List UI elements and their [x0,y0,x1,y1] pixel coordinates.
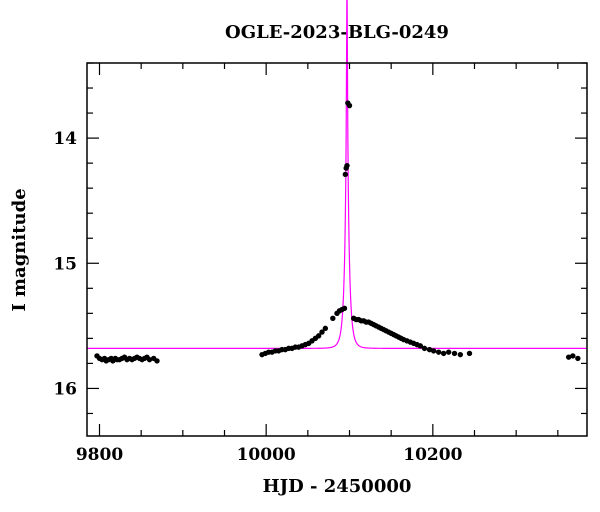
x-tick-label: 10200 [403,445,462,465]
data-point [146,356,153,363]
data-point [565,354,572,360]
y-tick-label: 16 [53,379,77,399]
x-axis-label: HJD - 2450000 [263,476,412,497]
data-point [575,355,581,362]
data-point [315,333,322,339]
data-point [570,353,576,359]
data-point [457,351,464,358]
y-tick-label: 15 [53,254,77,274]
data-point [341,305,348,312]
chart-title: OGLE-2023-BLG-0249 [225,22,449,43]
data-point [421,345,428,352]
data-point [319,329,325,335]
data-point [466,350,473,357]
data-point [426,346,433,353]
data-point [435,349,442,355]
tick-labels-group: 9800 10000 10200 14 15 16 [53,129,462,465]
x-tick-label: 10000 [237,445,296,465]
axis-ticks-group [87,62,587,436]
data-point [344,162,350,169]
data-point [445,349,452,355]
plot-frame [86,62,588,437]
data-point [342,171,349,178]
data-point [451,350,458,357]
data-point [330,315,336,322]
y-tick-label: 14 [53,129,77,149]
data-points-group [94,100,581,364]
data-point [430,348,437,354]
data-point [346,102,353,109]
data-point [440,350,447,357]
model-curve-group [87,0,587,349]
data-point [417,343,424,349]
y-axis-label: I magnitude [9,188,30,311]
x-tick-label: 9800 [76,445,123,465]
model-curve-line [87,0,587,349]
data-point [154,358,160,364]
data-point [322,325,329,332]
